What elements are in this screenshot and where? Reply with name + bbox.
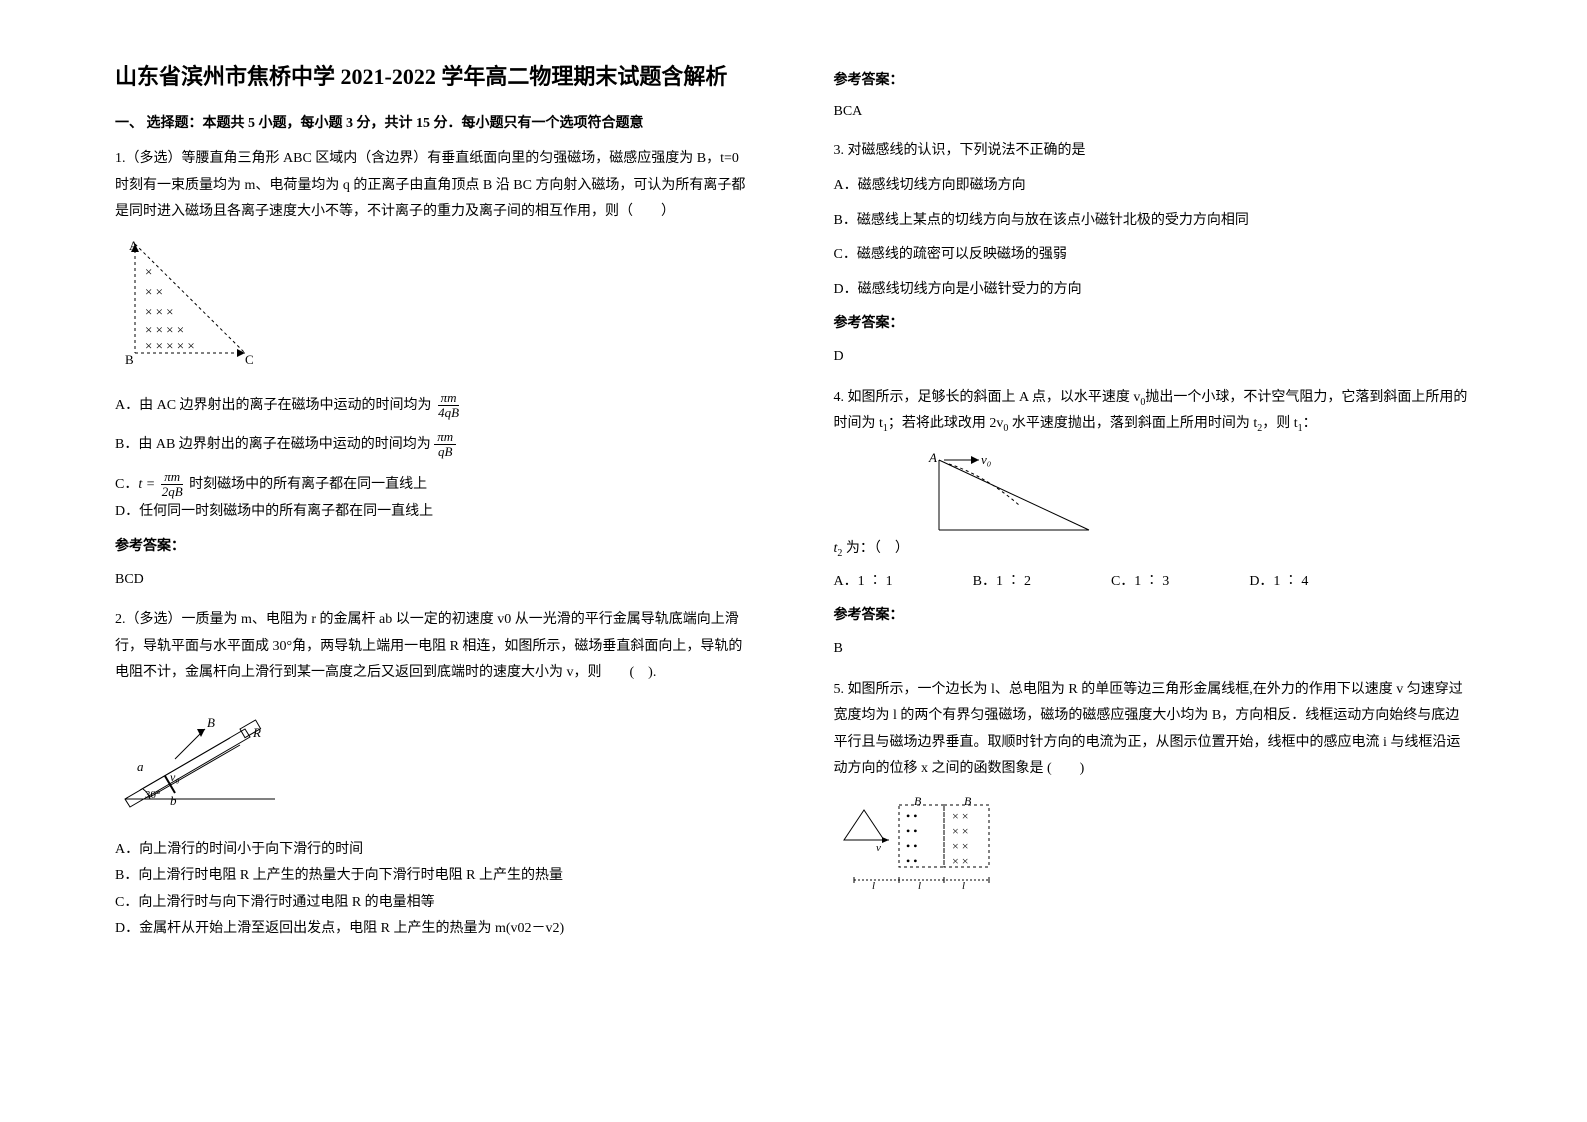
q3-option-a: A．磁感线切线方向即磁场方向 (834, 173, 1473, 200)
svg-text:• •: • • (906, 839, 917, 853)
q2-option-a: A．向上滑行的时间小于向下滑行的时间 (115, 837, 754, 864)
q2-option-d: D．金属杆从开始上滑至返回出发点，电阻 R 上产生的热量为 m(v02－v2) (115, 916, 754, 943)
svg-text:• •: • • (906, 854, 917, 868)
l1-label: l (872, 880, 875, 890)
svg-text:×: × (145, 264, 152, 279)
q1-option-a: A．由 AC 边界射出的离子在磁场中运动的时间均为 πm4qB (115, 391, 754, 421)
q2-answer-label: 参考答案： (834, 68, 1473, 93)
question-4: 4. 如图所示，足够长的斜面上 A 点，以水平速度 v0抛出一个小球，不计空气阻… (834, 385, 1473, 663)
q4-option-b: B．1 ∶ 2 (973, 569, 1031, 596)
svg-text:× ×: × × (952, 839, 969, 853)
q4-answer: B (834, 636, 1473, 663)
q4-figure: A v₀ (919, 450, 1099, 551)
svg-text:× ×: × × (952, 854, 969, 868)
q1-option-d: D．任何同一时刻磁场中的所有离子都在同一直线上 (115, 499, 754, 526)
q2-stem: 2.（多选）一质量为 m、电阻为 r 的金属杆 ab 以一定的初速度 v0 从一… (115, 607, 754, 687)
q2-option-b: B．向上滑行时电阻 R 上产生的热量大于向下滑行时电阻 R 上产生的热量 (115, 863, 754, 890)
q4-t2-label: t2 为：（ ） (834, 536, 909, 563)
field2-b-label: B (964, 795, 972, 808)
field1-b-label: B (914, 795, 922, 808)
svg-text:× × ×: × × × (145, 304, 174, 319)
svg-text:× ×: × × (952, 824, 969, 838)
q3-option-d: D．磁感线切线方向是小磁针受力的方向 (834, 277, 1473, 304)
page-title: 山东省滨州市焦桥中学 2021-2022 学年高二物理期末试题含解析 (115, 60, 754, 93)
question-1: 1.（多选）等腰直角三角形 ABC 区域内（含边界）有垂直纸面向里的匀强磁场，磁… (115, 146, 754, 593)
q3-stem: 3. 对磁感线的认识，下列说法不正确的是 (834, 138, 1473, 165)
q1-stem: 1.（多选）等腰直角三角形 ABC 区域内（含边界）有垂直纸面向里的匀强磁场，磁… (115, 146, 754, 226)
q3-answer: D (834, 344, 1473, 371)
incline-b-label: B (207, 715, 215, 730)
q1-option-b: B．由 AB 边界射出的离子在磁场中运动的时间均为 πmqB (115, 430, 754, 460)
question-2: 2.（多选）一质量为 m、电阻为 r 的金属杆 ab 以一定的初速度 v0 从一… (115, 607, 754, 943)
svg-text:× × × × ×: × × × × × (145, 338, 195, 353)
q4-options: A．1 ∶ 1 B．1 ∶ 2 C．1 ∶ 3 D．1 ∶ 4 (834, 569, 1473, 596)
svg-text:× × × ×: × × × × (145, 322, 184, 337)
tri-v-label: v (876, 842, 881, 854)
q2-answer: BCA (834, 99, 1473, 124)
vertex-c-label: C (245, 352, 254, 367)
q3-option-b: B．磁感线上某点的切线方向与放在该点小磁针北极的受力方向相同 (834, 208, 1473, 235)
svg-text:× ×: × × (145, 284, 163, 299)
q1-answer-label: 参考答案： (115, 534, 754, 561)
svg-text:• •: • • (906, 824, 917, 838)
q4-option-a: A．1 ∶ 1 (834, 569, 893, 596)
q4-option-c: C．1 ∶ 3 (1111, 569, 1169, 596)
incline-v0-label: v₀ (170, 770, 180, 784)
q4-stem: 4. 如图所示，足够长的斜面上 A 点，以水平速度 v0抛出一个小球，不计空气阻… (834, 385, 1473, 439)
proj-v0-label: v₀ (981, 452, 991, 467)
q4-option-d: D．1 ∶ 4 (1249, 569, 1308, 596)
q2-option-c: C．向上滑行时与向下滑行时通过电阻 R 的电量相等 (115, 890, 754, 917)
question-5: 5. 如图所示，一个边长为 l、总电阻为 R 的单匝等边三角形金属线框,在外力的… (834, 677, 1473, 901)
q1-figure: A B C × × × × × × × × × × × × × × × (115, 238, 754, 379)
incline-a-label: a (137, 759, 144, 774)
incline-b2-label: b (170, 793, 177, 808)
q1-answer: BCD (115, 567, 754, 594)
svg-text:× ×: × × (952, 809, 969, 823)
q5-figure: v B • • • • • • • • B × × × × × × × × (834, 795, 1473, 901)
section-1-title: 一、 选择题：本题共 5 小题，每小题 3 分，共计 15 分．每小题只有一个选… (115, 111, 754, 136)
question-3: 3. 对磁感线的认识，下列说法不正确的是 A．磁感线切线方向即磁场方向 B．磁感… (834, 138, 1473, 370)
incline-angle-label: 30° (145, 789, 160, 801)
svg-text:• •: • • (906, 809, 917, 823)
q3-answer-label: 参考答案： (834, 311, 1473, 338)
q5-stem: 5. 如图所示，一个边长为 l、总电阻为 R 的单匝等边三角形金属线框,在外力的… (834, 677, 1473, 783)
l2-label: l (918, 880, 921, 890)
q3-option-c: C．磁感线的疏密可以反映磁场的强弱 (834, 242, 1473, 269)
vertex-b-label: B (125, 352, 134, 367)
q4-answer-label: 参考答案： (834, 603, 1473, 630)
right-column: 参考答案： BCA 3. 对磁感线的认识，下列说法不正确的是 A．磁感线切线方向… (794, 60, 1493, 1062)
left-column: 山东省滨州市焦桥中学 2021-2022 学年高二物理期末试题含解析 一、 选择… (95, 60, 794, 1062)
proj-a-label: A (928, 450, 937, 465)
q2-figure: B R a b v₀ 30° (115, 699, 754, 825)
l3-label: l (962, 880, 965, 890)
q1-option-c: C．t = πm2qB 时刻磁场中的所有离子都在同一直线上 (115, 470, 754, 500)
